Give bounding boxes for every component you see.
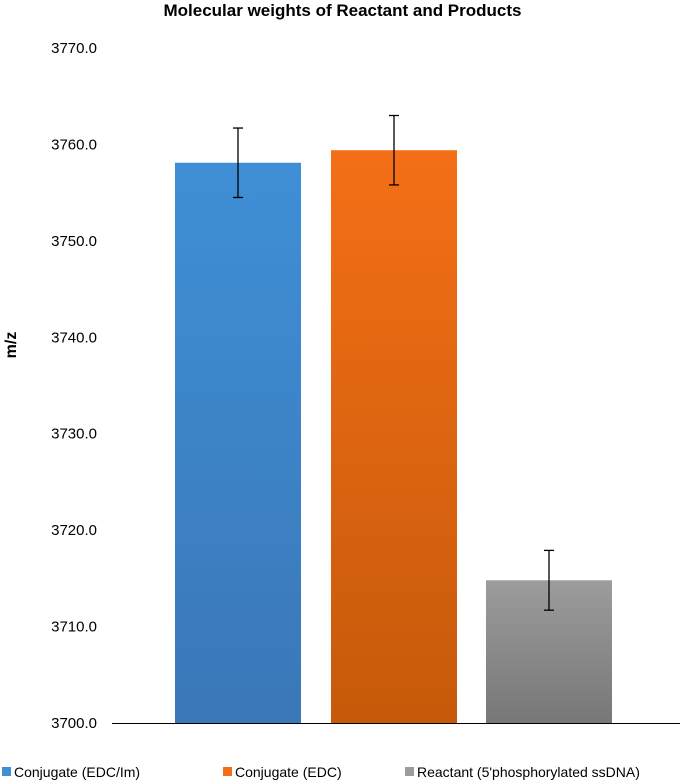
legend-item-conjugate-edc-im: Conjugate (EDC/Im) (2, 762, 140, 782)
bar-chart: 3700.0 3710.0 3720.0 3730.0 3740.0 3750.0 3760… (3, 40, 680, 732)
y-tick-label: 3720.0 (51, 522, 97, 539)
legend-item-conjugate-edc: Conjugate (EDC) (223, 762, 342, 782)
y-tick-label: 3760.0 (51, 136, 97, 153)
bar-1 (331, 150, 457, 723)
y-axis-label: m/z (3, 332, 20, 359)
error-bar-0 (233, 127, 243, 199)
legend-swatch (2, 767, 11, 776)
legend-swatch (405, 767, 414, 776)
chart-title: Molecular weights of Reactant and Produc… (163, 1, 522, 20)
y-tick-label: 3750.0 (51, 233, 97, 250)
legend-label: Reactant (5'phosphorylated ssDNA) (417, 764, 640, 780)
legend-label: Conjugate (EDC/Im) (14, 764, 141, 780)
y-tick-label: 3740.0 (51, 329, 97, 346)
legend-swatch (223, 767, 232, 776)
legend: Conjugate (EDC/Im) Conjugate (EDC) React… (0, 762, 685, 782)
y-tick-label: 3770.0 (51, 40, 97, 57)
y-tick-label: 3700.0 (51, 715, 97, 732)
y-tick-label: 3730.0 (51, 426, 97, 443)
error-bars-layer (233, 114, 554, 611)
legend-item-reactant: Reactant (5'phosphorylated ssDNA) (405, 762, 640, 782)
y-tick-label: 3710.0 (51, 619, 97, 636)
bar-0 (175, 162, 301, 723)
error-bar-1 (389, 114, 399, 186)
bars-layer (175, 150, 612, 723)
legend-label: Conjugate (EDC) (235, 764, 342, 780)
error-bar-2 (544, 549, 554, 611)
y-axis-ticks: 3700.0 3710.0 3720.0 3730.0 3740.0 3750.0 3760… (51, 40, 97, 732)
